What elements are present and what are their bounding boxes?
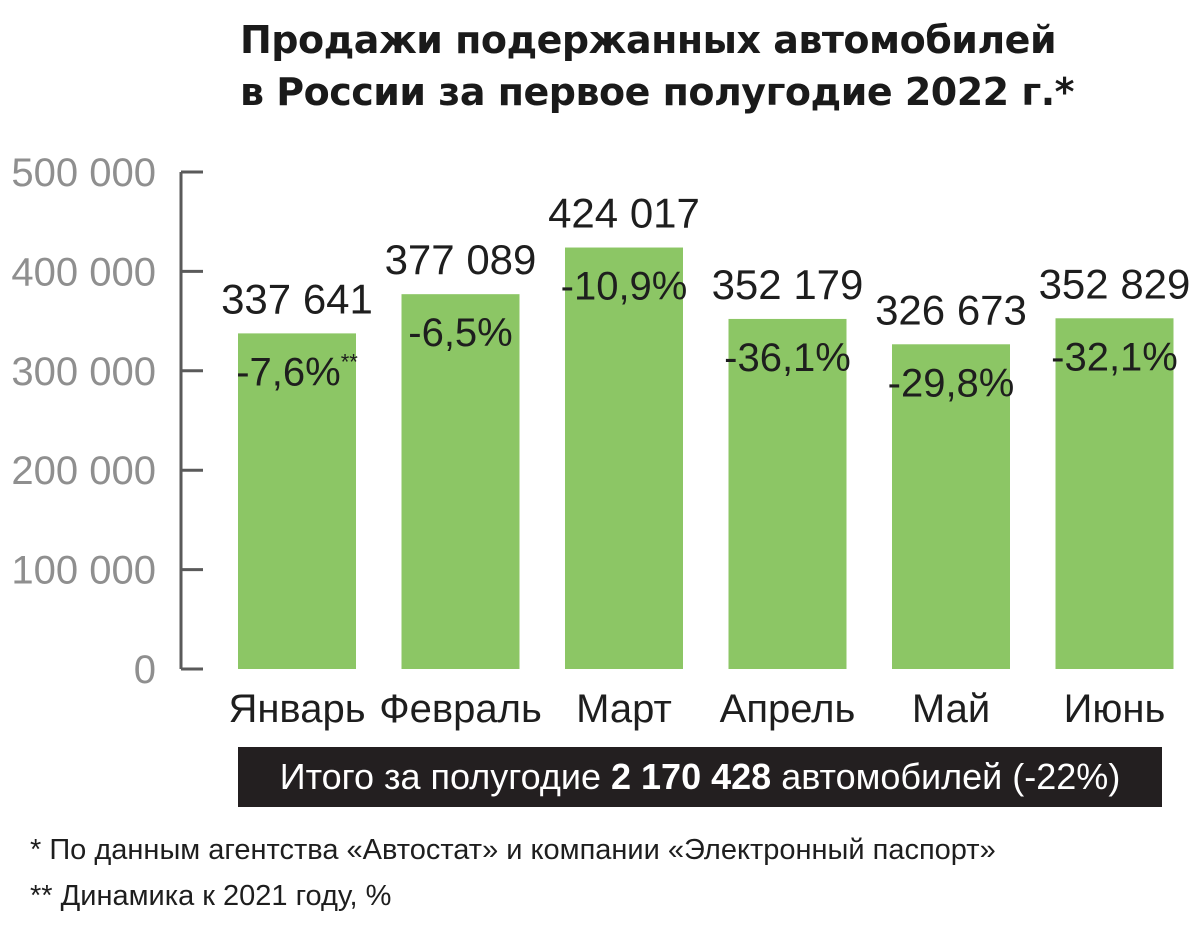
y-tick-label: 0 <box>134 648 156 692</box>
bar-chart: 0 100 000 200 000 300 000 400 000 500 000 337 … <box>11 151 1191 731</box>
bar-change-label: -29,8% <box>888 361 1015 405</box>
bar <box>892 344 1010 669</box>
y-tick-label: 200 000 <box>11 449 156 493</box>
bar-value-label: 352 829 <box>1039 260 1191 307</box>
bar-value-label: 424 017 <box>548 190 700 237</box>
bar-change-label: -10,9% <box>561 265 688 309</box>
x-category-label: Февраль <box>379 687 542 731</box>
bar-value-label: 352 179 <box>712 261 864 308</box>
bar-value-label: 337 641 <box>221 275 373 322</box>
total-banner: Итого за полугодие 2 170 428 автомобилей… <box>238 747 1162 807</box>
total-prefix: Итого за полугодие <box>279 756 601 797</box>
bar <box>1055 318 1174 669</box>
y-tick-label: 400 000 <box>11 250 156 294</box>
bar-change-label: -6,5% <box>408 311 513 355</box>
y-tick-label: 500 000 <box>11 151 156 195</box>
total-value: 2 170 428 <box>611 756 772 797</box>
bar-value-label: 326 673 <box>875 286 1027 333</box>
bar <box>401 294 520 669</box>
footnote-dynamics: ** Динамика к 2021 году, % <box>30 880 392 912</box>
total-suffix: автомобилей (-22%) <box>781 756 1121 797</box>
y-tick-label: 100 000 <box>11 549 156 593</box>
bar-value-label: 377 089 <box>385 236 537 283</box>
x-category-label: Июнь <box>1064 687 1166 731</box>
bar-change-label: -32,1% <box>1051 335 1178 379</box>
x-category-label: Май <box>912 687 990 731</box>
x-category-label: Апрель <box>720 687 856 731</box>
y-tick-label: 300 000 <box>11 350 156 394</box>
x-category-label: Январь <box>228 687 365 731</box>
bar <box>565 247 683 669</box>
bar <box>728 318 847 669</box>
bar-change-label: -7,6%** <box>236 349 358 394</box>
chart-title: Продажи подержанных автомобилей в России… <box>240 14 1160 118</box>
footnote-source: * По данным агентства «Автостат» и компа… <box>30 834 996 866</box>
chart-title-line-2: в России за первое полугодие 2022 г.* <box>240 70 1075 114</box>
x-category-label: Март <box>576 687 672 731</box>
bar-change-label: -36,1% <box>724 336 851 380</box>
bar <box>238 333 356 669</box>
chart-title-line-1: Продажи подержанных автомобилей <box>240 18 1057 62</box>
change-note-marker: ** <box>341 349 359 374</box>
